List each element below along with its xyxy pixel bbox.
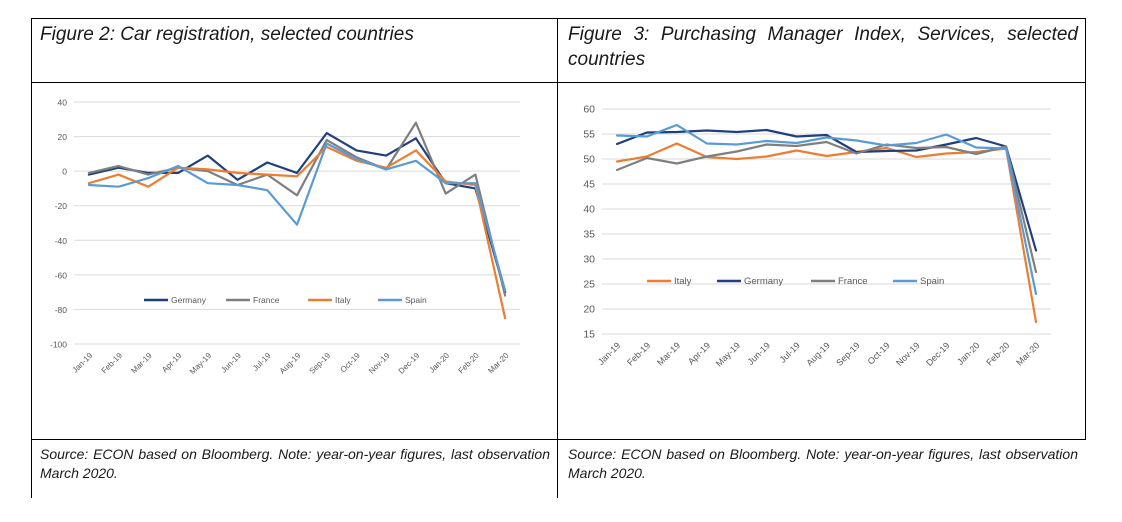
x-tick-label: Feb-19 bbox=[625, 340, 652, 367]
x-tick-label: Feb-19 bbox=[100, 351, 125, 376]
x-tick-label: Apr-19 bbox=[160, 351, 184, 375]
legend-label-germany: Germany bbox=[171, 295, 207, 305]
legend-label-france: France bbox=[838, 276, 868, 287]
legend-label-italy: Italy bbox=[335, 295, 351, 305]
table-right-border bbox=[1085, 18, 1086, 439]
x-tick-label: Aug-19 bbox=[278, 351, 303, 376]
legend-label-spain: Spain bbox=[920, 276, 944, 287]
x-tick-label: Dec-19 bbox=[924, 340, 952, 368]
x-tick-label: Apr-19 bbox=[686, 340, 712, 366]
x-tick-label: Jan-20 bbox=[955, 340, 982, 367]
y-tick-label: 35 bbox=[583, 229, 595, 241]
x-tick-label: Jan-20 bbox=[427, 351, 451, 375]
series-line-italy bbox=[615, 142, 1038, 324]
table-left-border bbox=[31, 18, 32, 498]
figure-2-source: Source: ECON based on Bloomberg. Note: y… bbox=[40, 446, 550, 481]
legend-label-france: France bbox=[253, 295, 280, 305]
x-tick-label: Jun-19 bbox=[746, 340, 773, 367]
figure-table: Figure 2: Car registration, selected cou… bbox=[31, 18, 1086, 498]
x-tick-label: Mar-20 bbox=[486, 351, 511, 376]
y-tick-label: 20 bbox=[58, 132, 68, 142]
y-tick-label: 60 bbox=[583, 104, 595, 116]
series-line-spain bbox=[615, 123, 1038, 296]
y-tick-label: 40 bbox=[583, 204, 595, 216]
x-tick-label: Jan-19 bbox=[596, 340, 623, 367]
series-line-germany bbox=[87, 131, 507, 294]
y-tick-label: -60 bbox=[55, 270, 68, 280]
figure-2-title: Figure 2: Car registration, selected cou… bbox=[40, 24, 414, 45]
x-tick-label: May-19 bbox=[714, 340, 742, 368]
x-tick-label: Jul-19 bbox=[778, 340, 802, 364]
y-tick-label: 40 bbox=[58, 98, 68, 108]
series-line-italy bbox=[87, 145, 507, 320]
x-tick-label: Oct-19 bbox=[339, 351, 363, 375]
y-tick-label: 15 bbox=[583, 329, 595, 341]
y-tick-label: 55 bbox=[583, 129, 595, 141]
x-tick-label: Dec-19 bbox=[397, 351, 422, 376]
series-line-france bbox=[87, 121, 507, 297]
y-tick-label: 20 bbox=[583, 304, 595, 316]
x-tick-label: Mar-20 bbox=[1014, 340, 1041, 367]
x-tick-label: Feb-20 bbox=[984, 340, 1011, 367]
x-tick-label: May-19 bbox=[188, 351, 214, 377]
x-tick-label: Mar-19 bbox=[129, 351, 154, 376]
x-tick-label: Jan-19 bbox=[71, 351, 95, 375]
series-line-spain bbox=[87, 142, 507, 292]
y-tick-label: 30 bbox=[583, 254, 595, 266]
figure-3-source: Source: ECON based on Bloomberg. Note: y… bbox=[568, 446, 1078, 481]
table-top-border bbox=[31, 18, 1086, 19]
y-tick-label: 25 bbox=[583, 279, 595, 291]
legend-label-spain: Spain bbox=[405, 295, 427, 305]
x-tick-label: Sep-19 bbox=[308, 351, 333, 376]
series-line-germany bbox=[615, 128, 1038, 252]
y-tick-label: 0 bbox=[62, 167, 67, 177]
x-tick-label: Jul-19 bbox=[251, 351, 273, 373]
x-tick-label: Nov-19 bbox=[894, 340, 922, 368]
y-tick-label: 50 bbox=[583, 154, 595, 166]
x-tick-label: Jun-19 bbox=[219, 351, 243, 375]
y-tick-label: -20 bbox=[55, 201, 68, 211]
column-divider bbox=[557, 18, 558, 498]
x-tick-label: Mar-19 bbox=[655, 340, 682, 367]
title-row-divider bbox=[31, 82, 1086, 83]
x-tick-label: Aug-19 bbox=[804, 340, 832, 368]
y-tick-label: -80 bbox=[55, 305, 68, 315]
series-line-france bbox=[615, 140, 1038, 274]
figure-3-title: Figure 3: Purchasing Manager Index, Serv… bbox=[568, 24, 1078, 70]
x-tick-label: Feb-20 bbox=[457, 351, 482, 376]
y-tick-label: -100 bbox=[50, 340, 67, 350]
x-tick-label: Sep-19 bbox=[834, 340, 862, 368]
legend-label-italy: Italy bbox=[674, 276, 692, 287]
x-tick-label: Oct-19 bbox=[866, 340, 892, 366]
y-tick-label: 45 bbox=[583, 179, 595, 191]
legend-label-germany: Germany bbox=[744, 276, 783, 287]
y-tick-label: -40 bbox=[55, 236, 68, 246]
x-tick-label: Nov-19 bbox=[367, 351, 392, 376]
chart-row-divider bbox=[31, 439, 1086, 440]
